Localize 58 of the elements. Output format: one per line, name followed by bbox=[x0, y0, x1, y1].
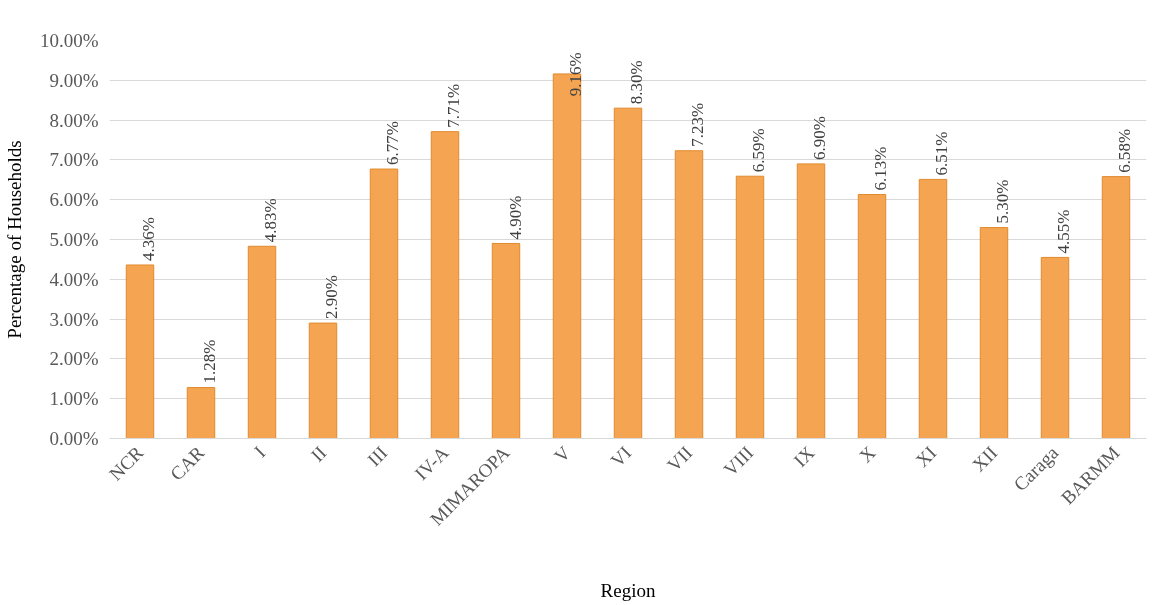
data-label: 9.16% bbox=[566, 52, 586, 97]
y-tick-label: 8.00% bbox=[49, 109, 99, 131]
data-label: 4.36% bbox=[139, 217, 159, 261]
x-tick-label: III bbox=[363, 442, 392, 471]
data-label: 5.30% bbox=[993, 179, 1013, 224]
x-tick-label: VIII bbox=[719, 442, 758, 481]
bar bbox=[979, 227, 1009, 439]
y-tick-label: 3.00% bbox=[49, 308, 99, 330]
y-tick-label: 7.00% bbox=[49, 149, 99, 171]
bar bbox=[186, 387, 216, 439]
x-tick-label: XI bbox=[911, 442, 941, 472]
bar bbox=[735, 175, 765, 439]
x-tick-label: VII bbox=[662, 442, 697, 476]
data-label: 6.58% bbox=[1115, 128, 1135, 173]
data-label: 2.90% bbox=[322, 275, 342, 320]
bar bbox=[125, 264, 155, 439]
y-tick-label: 0.00% bbox=[49, 428, 99, 449]
bar bbox=[796, 163, 826, 439]
y-tick-label: 6.00% bbox=[49, 189, 99, 211]
bar bbox=[369, 168, 399, 439]
data-label: 4.90% bbox=[505, 195, 525, 240]
y-axis-title: Percentage of Households bbox=[3, 140, 25, 339]
x-tick-label: X bbox=[854, 441, 880, 467]
y-tick-label: 4.00% bbox=[49, 268, 99, 290]
data-label: 1.28% bbox=[200, 339, 220, 384]
bar bbox=[1101, 176, 1131, 439]
y-tick-label: 2.00% bbox=[49, 348, 99, 370]
data-label: 7.23% bbox=[688, 102, 708, 147]
x-axis-title: Region bbox=[600, 580, 656, 601]
data-label: 6.77% bbox=[383, 121, 403, 166]
data-label: 6.59% bbox=[749, 128, 769, 173]
data-label: 7.71% bbox=[444, 83, 464, 128]
data-label: 6.13% bbox=[871, 146, 891, 191]
x-tick-label: V bbox=[549, 441, 575, 467]
bar bbox=[430, 131, 460, 439]
x-tick-label: XII bbox=[967, 442, 1002, 476]
y-tick-label: 9.00% bbox=[49, 69, 99, 91]
x-tick-label: II bbox=[306, 442, 331, 466]
bar bbox=[674, 150, 704, 439]
data-label: 6.90% bbox=[810, 115, 830, 160]
bar bbox=[613, 107, 643, 439]
x-tick-label: VI bbox=[606, 442, 636, 472]
bar bbox=[491, 242, 521, 439]
data-label: 4.55% bbox=[1054, 209, 1074, 254]
bar bbox=[1040, 256, 1070, 439]
x-tick-label: I bbox=[250, 442, 270, 462]
y-tick-label: 10.00% bbox=[39, 30, 99, 51]
data-label: 4.83% bbox=[261, 198, 281, 243]
bar bbox=[247, 245, 277, 439]
y-tick-label: 1.00% bbox=[49, 388, 99, 410]
bar bbox=[308, 322, 338, 439]
data-label: 6.51% bbox=[932, 131, 952, 176]
data-label: 8.30% bbox=[627, 60, 647, 105]
bar bbox=[857, 194, 887, 439]
x-tick-label: IX bbox=[789, 441, 819, 472]
y-tick-label: 5.00% bbox=[49, 229, 99, 250]
x-tick-label: CAR bbox=[165, 441, 209, 485]
bar bbox=[918, 178, 948, 439]
